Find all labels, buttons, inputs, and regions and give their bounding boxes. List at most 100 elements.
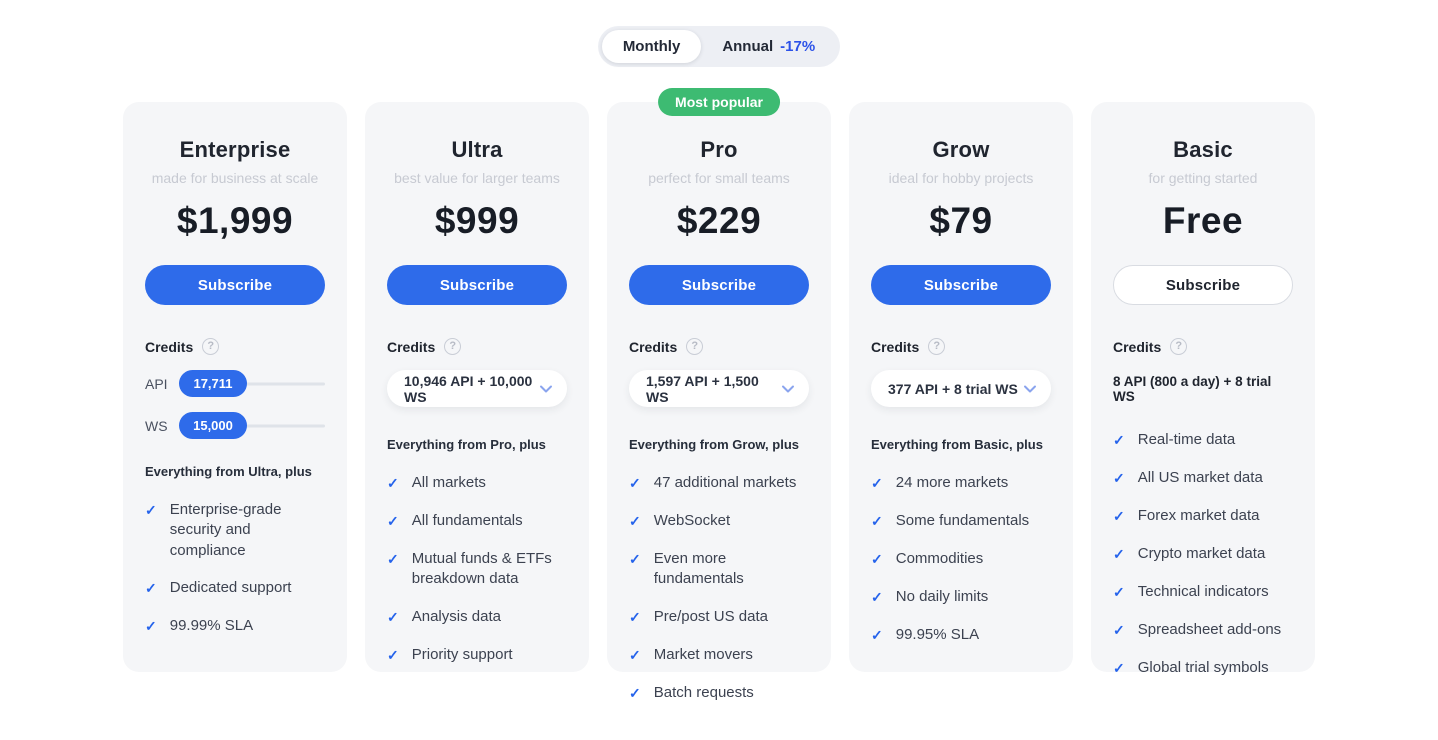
feature-text: No daily limits (895, 588, 989, 605)
toggle-monthly[interactable]: Monthly (601, 30, 702, 63)
credits-row: Credits ? (629, 338, 809, 355)
feature-item: ✓ Analysis data (387, 607, 567, 628)
check-icon: ✓ (629, 646, 641, 663)
credits-row: Credits ? (871, 338, 1051, 355)
everything-from-label: Everything from Pro, plus (387, 437, 546, 452)
check-icon: ✓ (1113, 432, 1125, 448)
plan-tagline: ideal for hobby projects (888, 170, 1034, 186)
check-icon: ✓ (387, 513, 399, 529)
everything-from-label: Everything from Basic, plus (871, 437, 1043, 452)
help-icon[interactable]: ? (686, 338, 704, 355)
subscribe-button-enterprise[interactable]: Subscribe (145, 265, 325, 305)
help-icon[interactable]: ? (202, 338, 220, 355)
feature-text: Priority support (411, 645, 513, 663)
check-icon: ✓ (871, 589, 883, 605)
credits-row: Credits ? (1113, 338, 1293, 355)
feature-item: ✓ Even more fundamentals (629, 549, 809, 590)
feature-text: Some fundamentals (895, 512, 1030, 529)
feature-item: ✓ WebSocket (629, 511, 809, 532)
ws-slider-row: WS 15,000 (145, 412, 325, 439)
plan-card-grow: Grow ideal for hobby projects $79 Subscr… (849, 102, 1073, 672)
everything-from-label: Everything from Ultra, plus (145, 464, 312, 479)
help-icon[interactable]: ? (928, 338, 946, 355)
feature-item: ✓ Enterprise-grade security and complianc… (145, 500, 325, 561)
check-icon: ✓ (629, 475, 641, 491)
feature-text: Real-time data (1137, 431, 1236, 448)
feature-list: ✓ Enterprise-grade security and complianc… (145, 500, 325, 637)
feature-item: ✓ Forex market data (1113, 506, 1293, 527)
feature-list: ✓ Real-time data ✓ All US market data ✓ For… (1113, 430, 1293, 679)
feature-item: ✓ Pre/post US data (629, 607, 809, 628)
credits-dropdown-value: 10,946 API + 10,000 WS (404, 372, 533, 405)
plan-title: Grow (932, 137, 990, 162)
check-icon: ✓ (145, 502, 157, 518)
feature-item: ✓ All US market data (1113, 468, 1293, 489)
plan-title: Basic (1173, 137, 1233, 162)
feature-text: Commodities (895, 550, 984, 567)
subscribe-button-ultra[interactable]: Subscribe (387, 265, 567, 305)
check-icon: ✓ (1113, 622, 1125, 638)
credits-row: Credits ? (145, 338, 325, 355)
api-slider-track[interactable] (183, 382, 325, 385)
credits-row: Credits ? (387, 338, 567, 355)
feature-item: ✓ Global trial symbols (1113, 658, 1293, 679)
check-icon: ✓ (871, 551, 883, 567)
ws-slider-label: WS (145, 417, 168, 434)
help-icon[interactable]: ? (1170, 338, 1188, 355)
credits-dropdown-ultra[interactable]: 10,946 API + 10,000 WS (387, 370, 567, 407)
feature-list: ✓ All markets ✓ All fundamentals ✓ Mutual f… (387, 473, 567, 666)
chevron-down-icon (781, 383, 795, 395)
plan-card-pro: Most popular Pro perfect for small teams… (607, 88, 831, 701)
feature-text: All US market data (1137, 469, 1263, 486)
help-icon[interactable]: ? (444, 338, 462, 355)
plan-price: Free (1162, 200, 1244, 241)
check-icon: ✓ (1113, 470, 1125, 486)
subscribe-button-basic[interactable]: Subscribe (1113, 265, 1293, 305)
plan-cards: Enterprise made for business at scale $1… (0, 88, 1438, 701)
api-slider-row: API 17,711 (145, 370, 325, 397)
annual-discount-badge: -17% (780, 38, 816, 55)
toggle-annual-label: Annual (722, 38, 774, 55)
feature-item: ✓ All markets (387, 473, 567, 494)
credits-label: Credits (145, 338, 194, 355)
check-icon: ✓ (629, 684, 641, 701)
plan-card-basic: Basic for getting started Free Subscribe… (1091, 102, 1315, 676)
feature-item: ✓ 99.95% SLA (871, 625, 1051, 646)
billing-toggle: Monthly Annual -17% (597, 26, 841, 67)
check-icon: ✓ (387, 608, 399, 625)
feature-item: ✓ Spreadsheet add-ons (1113, 620, 1293, 641)
ws-slider: 15,000 (179, 412, 325, 439)
check-icon: ✓ (871, 475, 883, 491)
api-slider-label: API (145, 375, 168, 392)
subscribe-button-grow[interactable]: Subscribe (871, 265, 1051, 305)
feature-text: All markets (411, 474, 486, 491)
check-icon: ✓ (871, 513, 883, 529)
check-icon: ✓ (1113, 508, 1125, 524)
feature-text: Technical indicators (1137, 583, 1269, 600)
plan-price: $999 (434, 200, 520, 241)
ws-slider-track[interactable] (183, 424, 325, 427)
pricing-page: Monthly Annual -17% Enterprise made for … (0, 26, 1438, 701)
check-icon: ✓ (145, 617, 157, 634)
feature-text: WebSocket (653, 512, 731, 529)
feature-text: Mutual funds & ETFs breakdown data (411, 550, 552, 588)
ws-slider-handle[interactable]: 15,000 (179, 412, 247, 439)
subscribe-button-pro[interactable]: Subscribe (629, 265, 809, 305)
credits-dropdown-grow[interactable]: 377 API + 8 trial WS (871, 370, 1051, 407)
check-icon: ✓ (629, 608, 641, 625)
feature-text: Analysis data (411, 607, 501, 625)
feature-item: ✓ 47 additional markets (629, 473, 809, 494)
credits-label: Credits (1113, 338, 1162, 355)
credits-dropdown-pro[interactable]: 1,597 API + 1,500 WS (629, 370, 809, 407)
check-icon: ✓ (1113, 660, 1125, 676)
check-icon: ✓ (1113, 546, 1125, 562)
feature-text: 99.95% SLA (895, 626, 980, 643)
plan-title: Pro (700, 137, 738, 162)
feature-item: ✓ Some fundamentals (871, 511, 1051, 532)
api-slider-handle[interactable]: 17,711 (179, 370, 247, 397)
feature-text: 24 more markets (895, 474, 1009, 491)
feature-item: ✓ Real-time data (1113, 430, 1293, 451)
feature-item: ✓ Crypto market data (1113, 544, 1293, 565)
plan-title: Ultra (451, 137, 503, 162)
toggle-annual[interactable]: Annual -17% (701, 30, 836, 63)
